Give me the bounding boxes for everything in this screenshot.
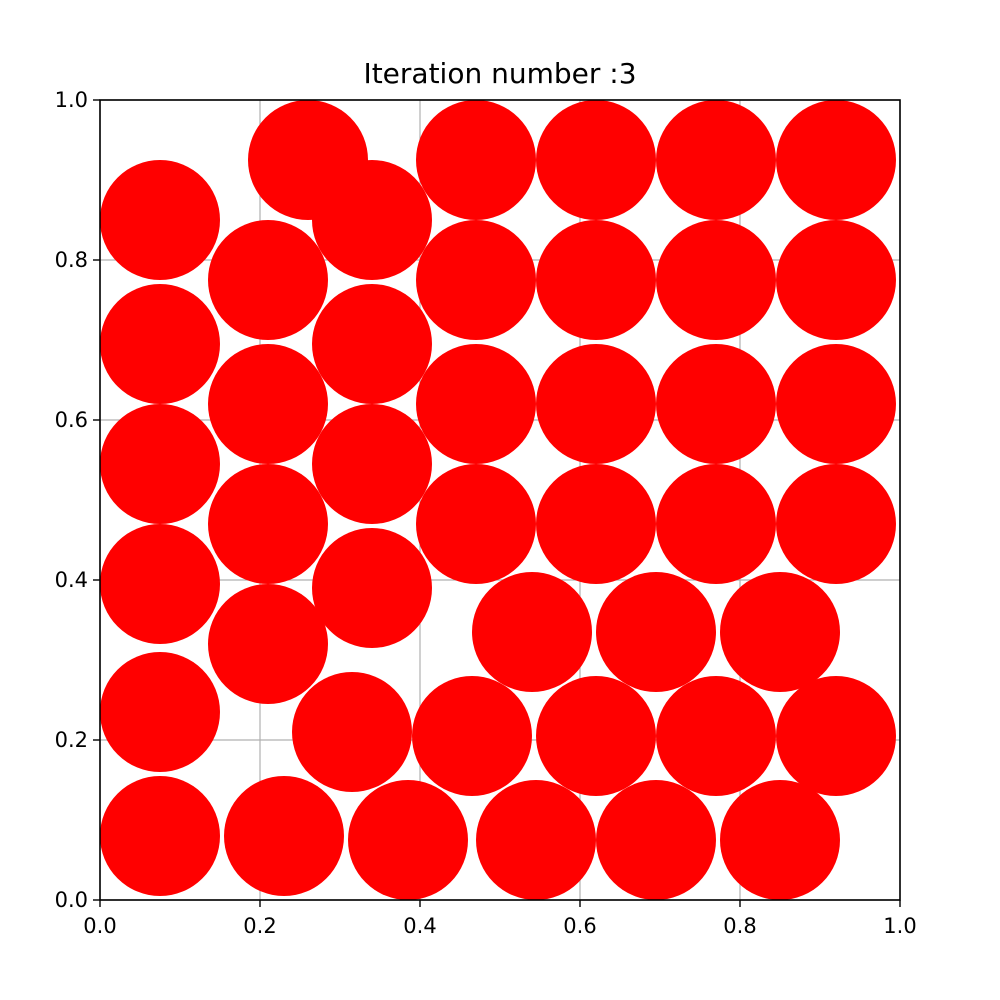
scatter-points <box>100 100 896 900</box>
scatter-point <box>100 284 220 404</box>
scatter-point <box>348 780 468 900</box>
scatter-point <box>656 220 776 340</box>
y-tick-label: 0.8 <box>55 248 88 272</box>
scatter-point <box>720 572 840 692</box>
scatter-point <box>100 652 220 772</box>
scatter-point <box>776 464 896 584</box>
scatter-point <box>656 464 776 584</box>
scatter-point <box>776 220 896 340</box>
scatter-point <box>536 464 656 584</box>
y-tick-label: 0.6 <box>55 408 88 432</box>
scatter-point <box>100 160 220 280</box>
scatter-point <box>536 676 656 796</box>
scatter-point <box>776 100 896 220</box>
scatter-point <box>100 776 220 896</box>
scatter-point <box>596 780 716 900</box>
scatter-point <box>312 160 432 280</box>
scatter-point <box>208 584 328 704</box>
scatter-point <box>208 464 328 584</box>
scatter-point <box>536 220 656 340</box>
x-tick-label: 0.6 <box>563 914 596 938</box>
scatter-point <box>312 284 432 404</box>
scatter-point <box>416 220 536 340</box>
scatter-point <box>416 464 536 584</box>
axes: 0.0 0.2 0.4 0.6 0.8 1.0 0.0 0.2 0.4 0.6 0.8 1.0 <box>55 88 917 938</box>
scatter-point <box>656 676 776 796</box>
scatter-point <box>536 100 656 220</box>
scatter-point <box>472 572 592 692</box>
plot-frame <box>99 99 901 901</box>
scatter-point <box>416 100 536 220</box>
scatter-point <box>596 572 716 692</box>
y-tick-label: 0.0 <box>55 888 88 912</box>
scatter-point <box>100 524 220 644</box>
scatter-point <box>292 672 412 792</box>
scatter-point <box>224 776 344 896</box>
scatter-point <box>312 404 432 524</box>
y-tick-label: 0.4 <box>55 568 88 592</box>
y-tick-label: 0.2 <box>55 728 88 752</box>
scatter-point <box>476 780 596 900</box>
scatter-point <box>208 344 328 464</box>
scatter-point <box>208 220 328 340</box>
y-tick-label: 1.0 <box>55 88 88 112</box>
scatter-point <box>776 344 896 464</box>
scatter-point <box>656 344 776 464</box>
scatter-point <box>536 344 656 464</box>
x-tick-label: 0.8 <box>723 914 756 938</box>
x-tick-label: 0.4 <box>403 914 436 938</box>
scatter-point <box>776 676 896 796</box>
scatter-point <box>416 344 536 464</box>
scatter-point <box>100 404 220 524</box>
scatter-point <box>656 100 776 220</box>
x-tick-label: 0.2 <box>243 914 276 938</box>
x-tick-label: 0.0 <box>83 914 116 938</box>
scatter-point <box>720 780 840 900</box>
chart-title: Iteration number :3 <box>363 57 636 90</box>
scatter-point <box>412 676 532 796</box>
x-tick-label: 1.0 <box>883 914 916 938</box>
scatter-point <box>312 528 432 648</box>
